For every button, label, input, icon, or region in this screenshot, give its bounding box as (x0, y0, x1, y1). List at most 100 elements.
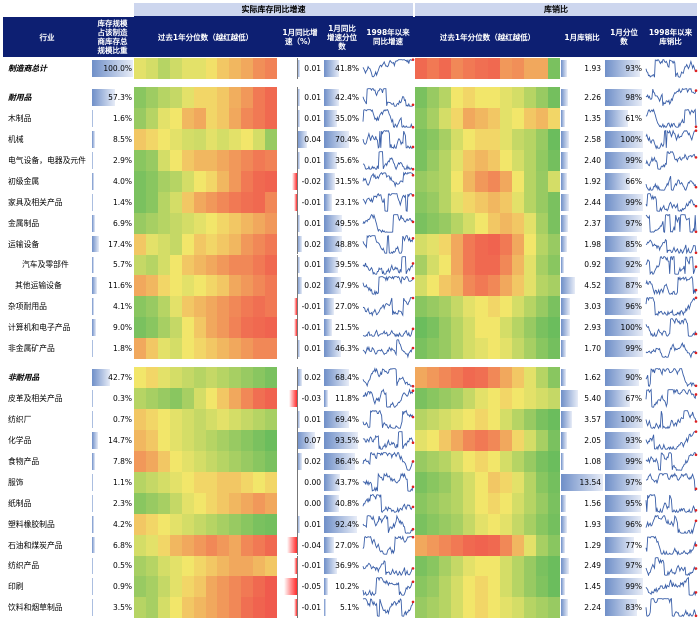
ratio-quantile-bar (605, 193, 643, 211)
heat-cell-ratio (463, 150, 476, 172)
heat-cell (134, 275, 147, 297)
heat-cell-ratio (463, 555, 476, 577)
ratio-sparkline (645, 388, 698, 409)
heat-cell-ratio (439, 471, 452, 494)
heat-cell-ratio (487, 576, 501, 598)
share-bar (92, 411, 93, 429)
ratio-sparkline (645, 108, 698, 129)
ratio-sparkline (645, 175, 698, 191)
share-value: 1.1% (112, 477, 132, 487)
yoy-axis (297, 170, 298, 192)
yoy-axis (297, 191, 298, 213)
ratio-value: 2.26 (584, 93, 601, 103)
share-bar (92, 319, 96, 337)
heat-cell (157, 367, 171, 389)
row-separator (0, 233, 700, 235)
yoy-sparkline (362, 559, 415, 576)
ratio-quantile-value: 96% (625, 302, 642, 312)
heat-cell-ratio (451, 212, 464, 235)
share-value: 4.1% (112, 302, 132, 312)
heat-cell (253, 212, 266, 235)
ratio-quantile-value: 92% (625, 260, 642, 270)
heat-cell (265, 275, 278, 297)
heat-cell-ratio (463, 108, 476, 130)
row-separator (0, 513, 700, 515)
heat-cell-ratio (463, 212, 476, 235)
heat-cell (157, 555, 171, 577)
heat-cell-ratio (415, 338, 428, 360)
heat-cell-ratio (451, 296, 464, 318)
yoy-value: 0.00 (304, 498, 321, 508)
heat-cell-ratio (415, 317, 428, 339)
sparkline-latest-point (411, 126, 415, 129)
yoy-quantile-bar (324, 256, 339, 274)
heat-cell (193, 576, 206, 598)
yoy-quantile-value: 48.8% (335, 239, 359, 249)
share-value: 2.3% (112, 498, 132, 508)
heat-cell (217, 170, 230, 193)
heat-cell (205, 471, 218, 494)
yoy-quantile-value: 31.5% (335, 176, 359, 186)
share-value: 17.4% (108, 239, 132, 249)
ratio-quantile-bar (605, 557, 642, 575)
heat-cell (193, 233, 206, 255)
heat-cell-ratio (451, 471, 464, 494)
sparkline-path (645, 598, 697, 618)
heat-cell (145, 317, 159, 339)
col-header-past-year-quantile-ratio: 过去1年分位数（越红越低） (415, 17, 560, 57)
heat-cell-ratio (535, 87, 549, 109)
heat-cell-ratio (475, 150, 488, 172)
yoy-quantile-bar (324, 172, 336, 190)
heat-cell (181, 451, 195, 473)
heat-cell (205, 296, 218, 318)
heat-cell (181, 275, 195, 297)
heat-cell-ratio (463, 409, 476, 431)
heat-cell (134, 534, 147, 556)
heat-cell (169, 254, 183, 276)
heat-cell (229, 430, 242, 452)
row-label: 机械 (8, 135, 24, 145)
sparkline-path (645, 193, 697, 213)
yoy-axis (297, 129, 298, 150)
heat-cell (217, 108, 230, 130)
ratio-quantile-bar (605, 369, 640, 387)
heat-cell (241, 129, 254, 151)
yoy-quantile-value: 23.1% (335, 197, 359, 207)
heat-cell (134, 108, 147, 130)
heat-cell (241, 367, 254, 389)
heat-cell (169, 129, 183, 151)
heat-cell-ratio (499, 150, 513, 172)
sparkline-path (645, 431, 696, 451)
heat-cell (157, 150, 171, 172)
share-bar (92, 214, 95, 232)
row-separator (0, 212, 700, 214)
ratio-quantile-bar (605, 515, 642, 533)
heat-cell-ratio (463, 191, 476, 214)
yoy-value: 0.01 (304, 415, 321, 425)
sparkline-path (645, 514, 697, 535)
heat-cell (181, 409, 195, 431)
heat-cell-ratio (439, 150, 452, 172)
yoy-bar (297, 432, 316, 449)
row-separator (0, 471, 700, 473)
heat-cell-ratio (547, 129, 561, 151)
heat-cell-ratio (475, 534, 488, 556)
heat-cell (193, 409, 206, 431)
yoy-value: -0.01 (301, 323, 321, 333)
yoy-quantile-value: 42.4% (335, 93, 359, 103)
heat-cell-ratio (475, 296, 488, 318)
heat-cell-ratio (451, 576, 464, 598)
row-label: 制造商总计 (8, 63, 47, 73)
heat-cell-ratio (535, 150, 549, 172)
ratio-quantile-bar (605, 172, 631, 190)
yoy-axis (297, 233, 298, 255)
ratio-bar (561, 193, 569, 211)
heat-cell-ratio (499, 513, 513, 536)
heat-cell-ratio (535, 338, 549, 360)
heat-cell (181, 129, 195, 151)
heat-cell (253, 296, 266, 318)
share-value: 6.8% (112, 540, 132, 550)
sparkline-latest-point (694, 69, 698, 73)
ratio-bar (561, 256, 564, 274)
heat-cell (253, 150, 266, 172)
